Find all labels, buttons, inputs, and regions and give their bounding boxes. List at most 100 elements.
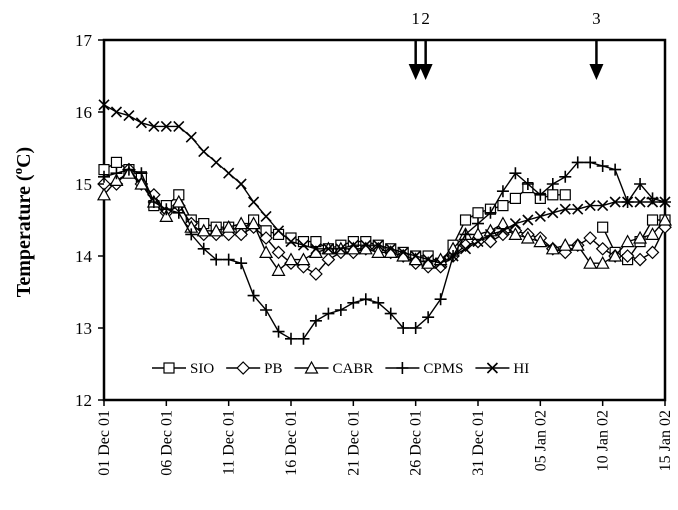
x-tick-label: 16 Dec 01 [283,410,300,476]
point-triangle [558,237,573,251]
legend-label: CPMS [423,361,463,377]
point-triangle [495,216,510,230]
event-arrow-label: 3 [592,9,601,28]
legend-item-hi: HI [475,361,529,377]
point-square [297,236,310,248]
point-x [435,257,447,269]
point-x [509,218,521,230]
point-x [559,203,571,215]
legend-item-cpms: CPMS [385,361,463,377]
legend-label: HI [513,361,529,377]
point-plus [422,311,435,324]
point-plus [559,170,572,183]
point-triangle [159,209,174,222]
point-x [148,120,160,132]
series-cpms [98,156,671,345]
y-tick-label: 15 [75,175,92,194]
y-tick-label: 16 [75,103,92,122]
point-square [597,221,609,233]
point-triangle [508,227,523,240]
point-x [609,196,621,208]
point-diamond [595,241,610,256]
point-plus [546,178,559,190]
point-x [484,228,497,240]
point-x [397,246,409,258]
point-x [472,236,484,248]
point-triangle [633,230,648,244]
legend-background [146,356,542,380]
point-diamond [321,252,336,267]
point-x [584,200,596,212]
point-diamond [234,227,248,242]
point-x [486,362,498,374]
point-triangle [296,252,311,266]
point-x [235,178,247,190]
point-x [322,243,334,255]
point-square [497,200,509,212]
point-diamond [620,249,635,263]
point-plus [397,322,410,334]
point-x [372,239,384,251]
point-diamond [458,238,473,253]
point-triangle [246,216,261,230]
point-x [260,210,272,222]
point-x [459,243,472,255]
point-plus [122,163,135,176]
point-x [622,196,634,208]
point-x [572,203,584,215]
point-x [223,167,235,179]
point-square [163,362,175,374]
point-plus [396,362,409,374]
point-x [135,117,147,129]
y-tick-label: 13 [75,319,92,338]
point-diamond [271,245,286,260]
point-square [459,214,472,226]
point-triangle [608,248,623,262]
x-tick-label: 21 Dec 01 [345,410,362,476]
x-tick-label: 15 Jan 02 [657,410,674,471]
legend-item-sio: SIO [152,361,214,377]
point-triangle [234,216,249,230]
point-x [422,254,434,266]
point-x [310,243,322,255]
legend-label: PB [264,361,282,377]
point-x [335,243,347,255]
point-plus [110,167,123,180]
series-line-cpms [103,161,666,340]
y-axis-label: Temperature (oC) [10,147,35,297]
point-square [509,192,521,204]
legend-label: CABR [333,361,374,377]
point-plus [359,293,372,306]
point-diamond [633,252,647,267]
point-x [98,99,110,111]
point-triangle [196,223,211,237]
point-x [597,200,609,212]
point-plus [472,217,484,230]
event-arrow-label: 2 [421,9,430,28]
point-triangle [271,263,286,276]
point-plus [160,203,173,216]
x-tick-label: 01 Dec 01 [96,410,113,476]
point-triangle [134,176,149,190]
point-x [110,106,123,118]
point-diamond [309,267,323,281]
point-x [634,196,646,208]
point-plus [272,325,285,338]
point-plus [98,170,110,183]
point-plus [434,293,447,306]
point-plus [372,296,385,309]
x-tick-label: 06 Dec 01 [158,410,175,476]
event-arrow-head [408,64,423,80]
x-tick-label: 10 Jan 02 [595,410,612,471]
point-plus [210,253,223,266]
point-x [272,225,285,237]
series-line-hi [103,104,665,264]
point-triangle [209,223,224,237]
point-x [198,146,210,158]
point-x [160,120,172,132]
point-plus [197,242,210,255]
point-plus [135,167,148,180]
point-plus [509,167,522,180]
